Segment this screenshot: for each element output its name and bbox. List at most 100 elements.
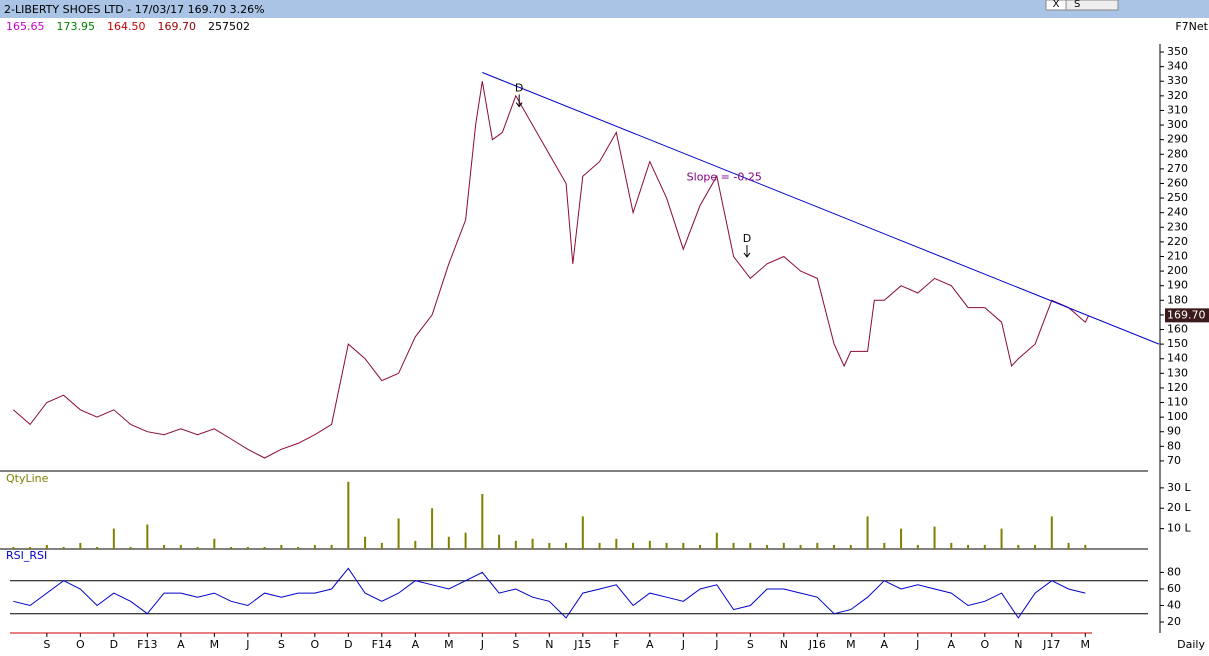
volume-bar [1050,516,1053,549]
x-tick-label: J [480,638,484,651]
period-label: Daily [1177,638,1205,651]
y-tick-label: 100 [1167,410,1188,423]
annotation: D [743,232,751,245]
annotation-arrow [515,94,523,108]
panel-title: RSI_RSI [6,549,47,562]
x-tick-label: F [613,638,619,651]
y-tick-label: 70 [1167,454,1181,467]
close-button-label[interactable]: X [1053,0,1060,10]
x-tick-label: D [110,638,118,651]
volume-bar [816,542,819,549]
y-tick-label: 180 [1167,293,1188,306]
volume-bar [933,526,936,549]
x-tick-label: J [681,638,685,651]
last-price-box [1165,308,1209,323]
x-tick-label: S [512,638,519,651]
volume-bar [732,542,735,549]
annotation: Slope = -0.25 [687,171,762,184]
volume-bar [347,481,350,549]
y-tick-label: 330 [1167,74,1188,87]
y-tick-label: 40 [1167,598,1181,611]
data-line [13,567,1086,619]
y-tick-label: 340 [1167,60,1188,73]
window-title: 2-LIBERTY SHOES LTD - 17/03/17 169.70 3.… [4,3,265,16]
volume-bar [514,540,517,549]
volume-bar [581,516,584,549]
volume-bar [45,544,48,549]
volume-bar [833,544,836,549]
quote-value: 164.50 [107,20,146,33]
volume-bar [916,544,919,549]
x-tick-label: J16 [808,638,826,651]
quote-value: 257502 [208,20,250,33]
y-tick-label: 90 [1167,425,1181,438]
volume-bar [749,542,752,549]
volume-bar [447,536,450,549]
feed-label: F7Net [1175,20,1208,33]
volume-bar [699,544,702,549]
y-tick-label: 260 [1167,176,1188,189]
x-tick-label: A [881,638,889,651]
x-tick-label: N [1014,638,1022,651]
volume-bar [397,518,400,549]
volume-bar [96,546,99,549]
x-tick-label: A [948,638,956,651]
volume-bar [263,546,266,549]
volume-bar [682,542,685,549]
volume-bar [179,544,182,549]
volume-bar [900,528,903,549]
x-tick-label: F14 [372,638,392,651]
y-tick-label: 270 [1167,162,1188,175]
y-tick-label: 200 [1167,264,1188,277]
volume-bar [983,544,986,549]
volume-bar [950,542,953,549]
s-button-label[interactable]: S [1074,0,1080,10]
quote-value: 173.95 [57,20,96,33]
volume-bar [615,538,618,549]
volume-bar [665,542,668,549]
y-tick-label: 130 [1167,366,1188,379]
x-tick-label: J17 [1042,638,1060,651]
volume-bar [464,532,467,549]
y-tick-label: 310 [1167,103,1188,116]
annotation-arrow [743,244,751,258]
quote-value: 169.70 [158,20,197,33]
y-tick-label: 280 [1167,147,1188,160]
volume-bar [531,538,534,549]
y-tick-label: 20 L [1167,501,1191,514]
volume-bar [849,544,852,549]
volume-bar [967,544,970,549]
volume-bar [163,544,166,549]
y-tick-label: 290 [1167,133,1188,146]
volume-bar [598,542,601,549]
x-tick-label: D [344,638,352,651]
y-tick-label: 220 [1167,235,1188,248]
data-line [12,81,1090,459]
x-tick-label: M [210,638,220,651]
x-tick-label: O [980,638,989,651]
volume-bar [431,508,434,549]
x-tick-label: J [245,638,249,651]
y-tick-label: 10 L [1167,522,1191,535]
y-tick-label: 120 [1167,381,1188,394]
x-tick-label: M [444,638,454,651]
x-tick-label: M [846,638,856,651]
x-tick-label: N [545,638,553,651]
volume-bar [1084,544,1087,549]
last-price-label: 169.70 [1167,308,1206,321]
y-tick-label: 320 [1167,89,1188,102]
y-tick-label: 80 [1167,439,1181,452]
x-tick-label: O [76,638,85,651]
x-tick-label: O [311,638,320,651]
volume-bar [280,544,283,549]
x-tick-label: A [646,638,654,651]
volume-bar [213,538,216,549]
volume-bar [79,542,82,549]
x-tick-label: F13 [137,638,157,651]
volume-bar [330,544,333,549]
s-button[interactable] [1065,0,1119,11]
panel-title: QtyLine [6,472,49,485]
volume-bar [866,516,869,549]
x-tick-label: J [714,638,718,651]
